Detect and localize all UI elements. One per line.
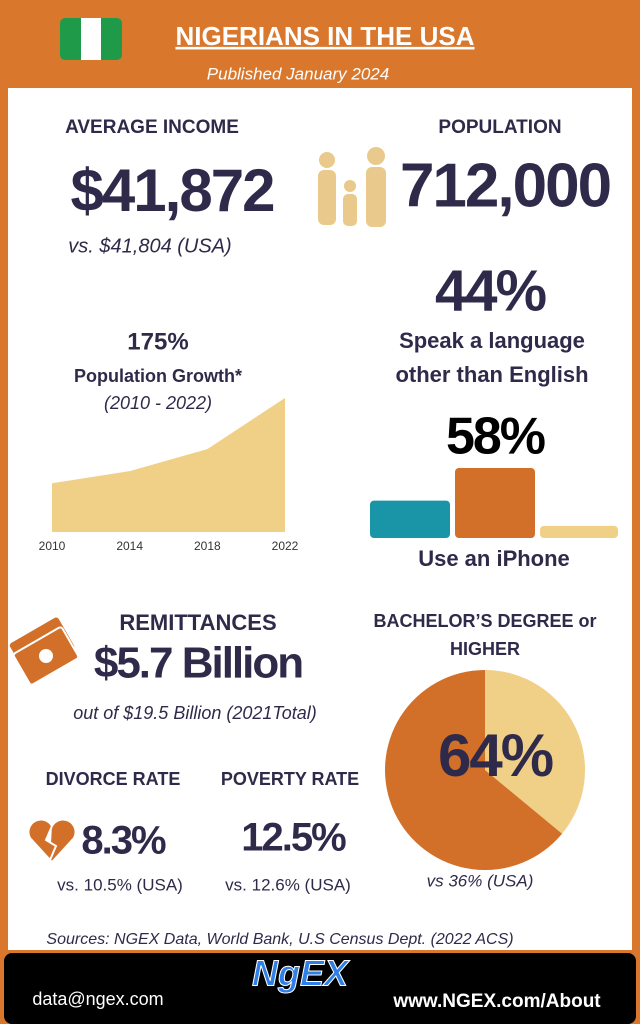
x-tick-label: 2010 (39, 539, 66, 553)
population-value: 712,000 (400, 151, 610, 220)
pie-slice (485, 670, 585, 834)
population-label: POPULATION (438, 117, 561, 138)
pie-slice (384, 670, 563, 870)
growth-value: 175% (127, 328, 188, 355)
divorce-label: DIVORCE RATE (46, 769, 181, 789)
pie-label: 64% (438, 722, 553, 789)
bar (540, 525, 618, 538)
logo: NgEX (252, 953, 350, 994)
poverty-label: POVERTY RATE (221, 769, 359, 789)
x-tick-label: 2014 (116, 539, 143, 553)
bar (370, 500, 450, 538)
bar (455, 468, 535, 538)
income-value: $41,872 (71, 157, 274, 224)
email: data@ngex.com (32, 989, 163, 1009)
language-label: Speak a language (399, 328, 585, 353)
sources: Sources: NGEX Data, World Bank, U.S Cens… (46, 931, 513, 948)
language-value: 44% (435, 258, 547, 323)
income-comparison: vs. $41,804 (USA) (68, 235, 231, 257)
growth-period: (2010 - 2022) (104, 393, 212, 413)
subtitle: Published January 2024 (207, 64, 389, 83)
bar-label: 58% (446, 408, 545, 466)
growth-label: Population Growth* (74, 366, 242, 386)
divorce-value: 8.3% (81, 819, 166, 863)
income-label: AVERAGE INCOME (65, 117, 239, 138)
family-icon (318, 147, 386, 227)
degree-comparison: vs 36% (USA) (427, 871, 534, 890)
remittances-label: REMITTANCES (119, 610, 276, 635)
language-label: other than English (395, 362, 588, 387)
x-tick-label: 2022 (272, 539, 299, 553)
remittances-comparison: out of $19.5 Billion (2021Total) (73, 703, 317, 723)
footer (4, 953, 636, 1024)
x-tick-label: 2018 (194, 539, 221, 553)
poverty-value: 12.5% (241, 816, 346, 860)
poverty-comparison: vs. 12.6% (USA) (225, 875, 351, 894)
flag (60, 18, 122, 60)
degree-label: BACHELOR’S DEGREE or (373, 611, 596, 631)
area (52, 398, 285, 532)
heart-icon (27, 818, 77, 864)
remittances-value: $5.7 Billion (94, 639, 302, 688)
url: www.NGEX.com/About (392, 991, 601, 1012)
money-icon (9, 617, 80, 686)
iphone-label: Use an iPhone (418, 546, 570, 571)
title: NIGERIANS IN THE USA (175, 21, 474, 51)
divorce-comparison: vs. 10.5% (USA) (57, 875, 183, 894)
degree-label: HIGHER (450, 639, 520, 659)
